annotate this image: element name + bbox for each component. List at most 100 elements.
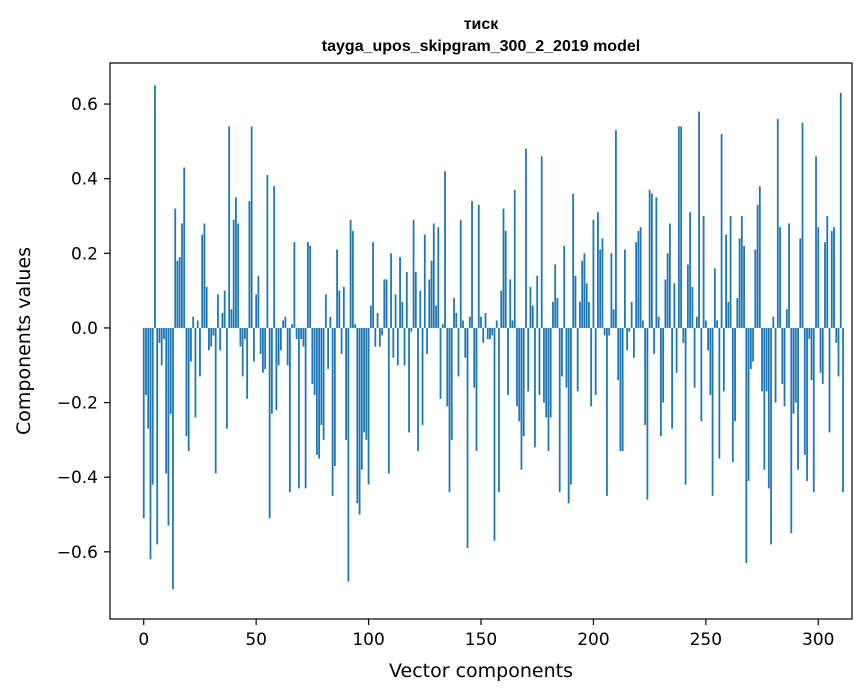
bar (378, 327, 381, 347)
bar (194, 327, 197, 418)
bar (448, 327, 451, 493)
bar (646, 327, 649, 500)
bar (363, 327, 365, 433)
plot-frame (109, 62, 853, 620)
bar (702, 215, 705, 328)
bar (549, 327, 552, 418)
y-tick-label: 0.2 (71, 244, 98, 264)
bar (583, 253, 586, 328)
bar (250, 126, 253, 328)
bar (462, 320, 464, 328)
bar (223, 290, 226, 328)
bar (731, 327, 734, 463)
bar (545, 327, 548, 418)
bar (743, 245, 745, 328)
bar (590, 327, 593, 407)
bar (615, 130, 617, 328)
bar (781, 327, 784, 384)
bar (801, 122, 804, 328)
bar (248, 201, 251, 328)
bar (320, 327, 323, 425)
bar (205, 286, 208, 328)
bar (277, 327, 280, 366)
bar (480, 316, 482, 328)
bar (700, 327, 703, 422)
bar (835, 327, 838, 343)
bar (259, 327, 262, 355)
bar (529, 286, 532, 328)
bar (828, 327, 831, 433)
bar (716, 320, 718, 328)
bar (693, 327, 696, 388)
bar (419, 290, 422, 328)
bar (322, 327, 325, 440)
bar (437, 227, 440, 328)
bar (405, 271, 408, 328)
bar (516, 327, 518, 407)
bar (727, 301, 730, 328)
bar (747, 327, 750, 481)
bar (707, 327, 709, 351)
bar (417, 327, 419, 452)
bar (288, 327, 291, 493)
bar (217, 294, 219, 328)
bar (556, 298, 559, 328)
bar (432, 223, 435, 328)
bar (311, 327, 314, 384)
bar (154, 85, 156, 328)
bar (641, 320, 644, 328)
bar (617, 327, 620, 381)
bar (455, 313, 458, 328)
bar (554, 264, 557, 328)
bar (547, 327, 550, 452)
bar (725, 234, 727, 328)
bar (214, 327, 217, 474)
bar (525, 148, 527, 328)
bar (709, 327, 712, 396)
bar (354, 324, 356, 328)
bar (635, 242, 638, 328)
bar (639, 227, 642, 328)
bar (297, 327, 300, 489)
bar (592, 219, 595, 328)
bar (365, 327, 368, 440)
bar (585, 283, 588, 328)
bar (446, 327, 449, 407)
bar (403, 327, 406, 366)
bar (502, 208, 505, 328)
bar (637, 230, 640, 328)
bar (426, 327, 428, 355)
bar (785, 309, 788, 328)
bar (412, 219, 415, 328)
bar (574, 275, 577, 328)
bar (680, 126, 683, 328)
bar-series (142, 85, 844, 590)
bar (423, 234, 426, 328)
bar (181, 223, 183, 328)
bar (673, 283, 676, 328)
bar (268, 327, 271, 519)
bar (565, 327, 568, 388)
bar (668, 223, 671, 328)
bar (659, 327, 662, 437)
bar (192, 316, 195, 328)
bar (338, 290, 341, 328)
bar (540, 156, 543, 328)
chart-subtitle: tayga_upos_skipgram_300_2_2019 model (322, 38, 640, 55)
bar (484, 313, 487, 328)
bar (684, 327, 687, 485)
bar (396, 327, 399, 366)
bar (255, 294, 258, 328)
bar (262, 327, 264, 373)
bar (671, 327, 674, 429)
bar (594, 327, 597, 396)
bar (151, 327, 154, 485)
bar (428, 279, 431, 328)
bar (387, 327, 390, 474)
bar (183, 167, 186, 328)
bar (612, 309, 615, 328)
bar (734, 327, 736, 422)
bar (664, 279, 667, 328)
bar (176, 260, 179, 328)
bar (430, 260, 433, 328)
